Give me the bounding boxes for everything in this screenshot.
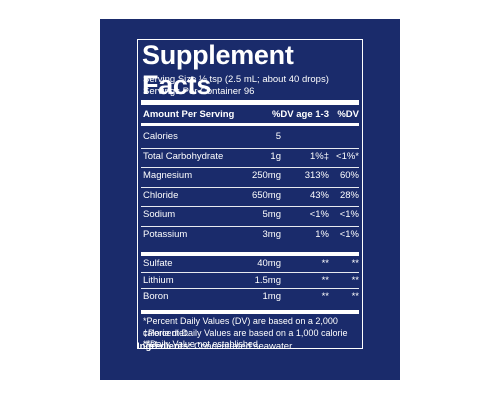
dv-value: 28%: [339, 189, 359, 201]
dv-child-value: 1%: [315, 228, 329, 240]
dv-child-value: <1%: [309, 209, 329, 220]
dv-value: **: [351, 274, 359, 286]
dv-value: **: [351, 258, 359, 269]
row-divider: [141, 167, 359, 168]
row-divider: [141, 271, 359, 273]
serving-size: Serving Size ½ tsp (2.5 mL; about 40 dro…: [143, 74, 329, 85]
dv-child-value: 313%: [304, 170, 329, 181]
amount-per-serving: 650mg: [251, 189, 281, 201]
dv-value: <1%*: [336, 150, 359, 162]
dv-value: **: [351, 291, 359, 302]
dv-child-value: 1%‡: [309, 150, 329, 162]
nutrient-name: Sulfate: [143, 258, 173, 269]
nutrient-name: Potassium: [143, 228, 188, 240]
nutrient-name: Calories: [143, 131, 178, 142]
amount-per-serving: 5mg: [262, 209, 281, 220]
dv-value: <1%: [339, 209, 359, 220]
row-divider: [141, 288, 359, 289]
row-divider: [141, 225, 359, 227]
header-dv-child: %DV age 1-3: [271, 109, 329, 120]
header-dv: %DV: [337, 109, 359, 120]
dv-child-value: **: [321, 274, 329, 286]
dv-child-value: 43%: [309, 189, 329, 201]
amount-per-serving: 1.5mg: [254, 274, 281, 286]
thick-divider-top: [141, 100, 359, 105]
nutrient-name: Lithium: [143, 274, 174, 286]
row-divider: [141, 147, 359, 149]
servings-per-container: Servings Per Container 96: [143, 86, 255, 97]
amount-per-serving: 250mg: [251, 170, 281, 181]
nutrient-name: Boron: [143, 291, 169, 302]
ingredients-line: Ingredients: Concentrated seawater.: [137, 341, 377, 353]
header-amount-per-serving: Amount Per Serving: [143, 109, 235, 120]
dv-child-value: **: [321, 291, 329, 302]
row-divider: [141, 206, 359, 207]
supplement-facts-title: Supplement Facts: [142, 40, 294, 100]
footnote: *Percent Daily Values (DV) are based on …: [143, 316, 338, 338]
amount-per-serving: 40mg: [257, 258, 281, 269]
amount-per-serving: 3mg: [262, 228, 281, 240]
nutrient-name: Total Carbohydrate: [143, 150, 224, 162]
supplement-facts-box: Supplement Facts Serving Size ½ tsp (2.5…: [137, 39, 363, 349]
footnote-divider: [141, 310, 359, 314]
nutrient-name: Chloride: [143, 189, 179, 201]
label-panel: Supplement Facts Serving Size ½ tsp (2.5…: [100, 19, 400, 380]
ingredients-text: Concentrated seawater.: [191, 341, 295, 352]
row-divider: [141, 186, 359, 188]
nutrient-name: Magnesium: [143, 170, 193, 181]
footnote: ‡Percent Daily Values are based on a 1,0…: [143, 327, 348, 350]
group-divider: [141, 252, 359, 256]
nutrient-name: Sodium: [143, 209, 176, 220]
amount-per-serving: 5: [275, 131, 281, 142]
amount-per-serving: 1g: [270, 150, 281, 162]
footnote: **Daily Value not established.: [143, 339, 261, 349]
dv-child-value: **: [321, 258, 329, 269]
amount-per-serving: 1mg: [262, 291, 281, 302]
dv-value: <1%: [339, 228, 359, 240]
header-divider: [141, 123, 359, 126]
ingredients-label: Ingredients:: [137, 341, 192, 352]
dv-value: 60%: [339, 170, 359, 181]
